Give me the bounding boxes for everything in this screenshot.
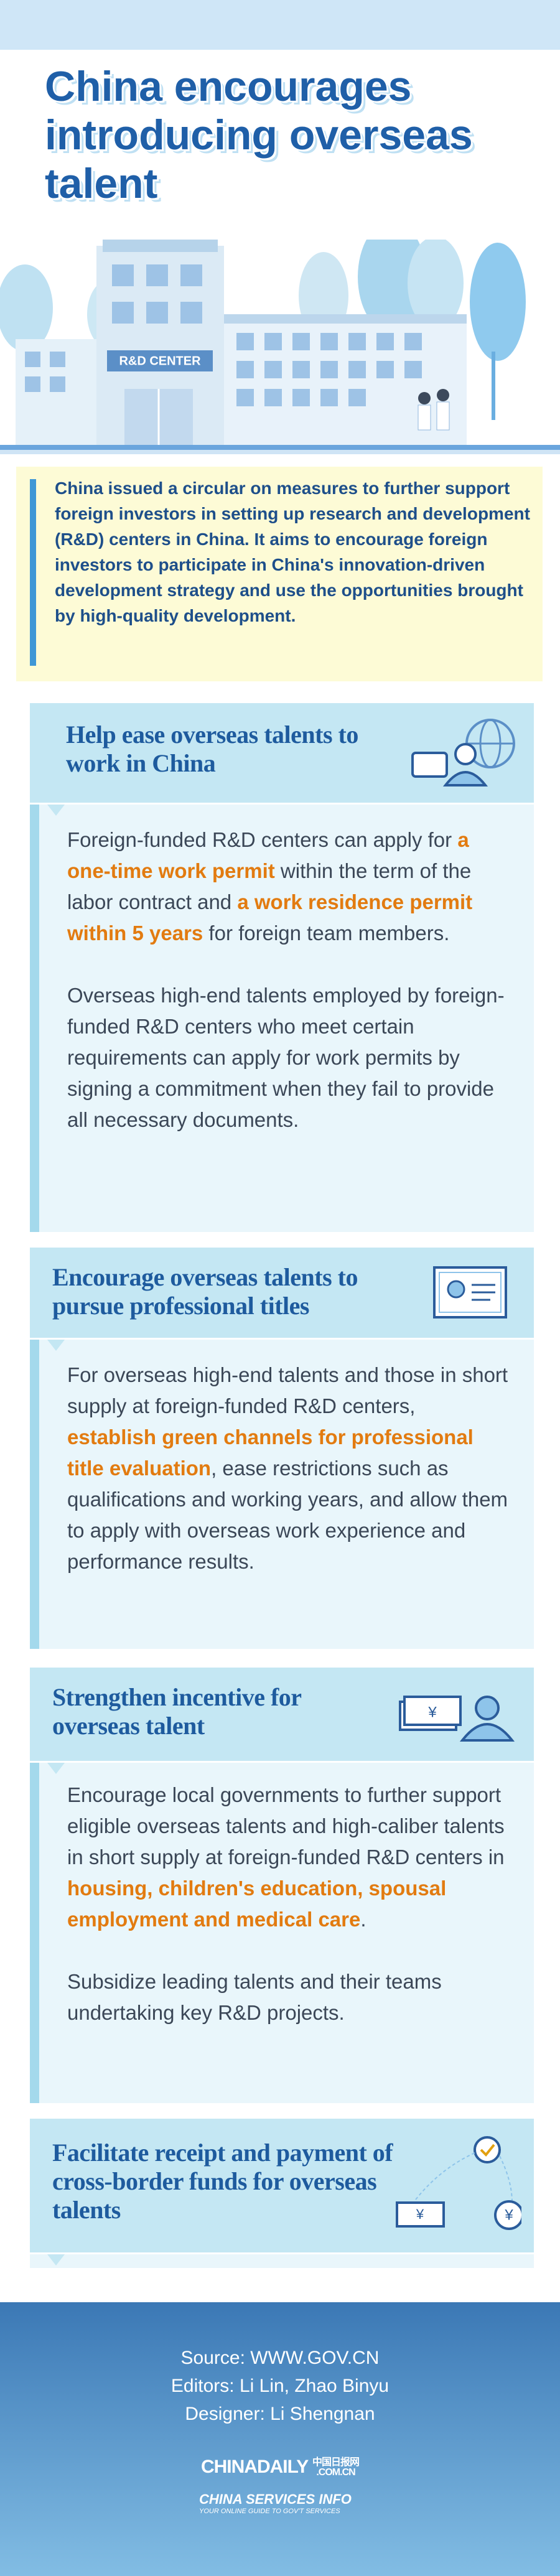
illustration: R&D CENTER bbox=[0, 240, 560, 454]
logo-text: CHINA SERVICES INFO bbox=[199, 2491, 352, 2507]
title: China encourages introducing overseas ta… bbox=[45, 63, 473, 207]
logo-text: CHINADAILY bbox=[200, 2457, 309, 2477]
svg-text:¥: ¥ bbox=[504, 2206, 513, 2223]
text: . bbox=[360, 1908, 366, 1931]
section-body: Encourage local governments to further s… bbox=[67, 1780, 509, 2060]
top-band bbox=[0, 0, 560, 50]
logo: CHINA SERVICES INFO YOUR ONLINE GUIDE TO… bbox=[199, 2492, 361, 2516]
intro-text: China issued a circular on measures to f… bbox=[55, 478, 530, 625]
highlight: housing, children's education, spousal e… bbox=[67, 1877, 447, 1931]
icon: ¥ ¥ bbox=[396, 2136, 521, 2230]
highlight: a one-time work permit bbox=[67, 828, 469, 882]
footer: Source: WWW.GOV.CN Editors: Li Lin, Zhao… bbox=[0, 2302, 560, 2576]
section: Strengthen incentive for overseas talent… bbox=[30, 1668, 534, 2103]
svg-text:¥: ¥ bbox=[416, 2206, 424, 2222]
section: Encourage overseas talents to pursue pro… bbox=[30, 1248, 534, 1649]
section-title: Help ease overseas talents to work in Ch… bbox=[66, 721, 358, 777]
icon: ¥ bbox=[399, 1696, 515, 1742]
section: Help ease overseas talents to work in Ch… bbox=[30, 703, 534, 1232]
paragraph: Subsidize leading talents and their team… bbox=[67, 1966, 509, 2028]
section-title: Encourage overseas talents to pursue pro… bbox=[52, 1263, 358, 1320]
designer: Designer: Li Shengnan bbox=[185, 2404, 375, 2424]
icon bbox=[433, 1266, 507, 1318]
text: for foreign team members. bbox=[203, 922, 450, 945]
source: Source: WWW.GOV.CN bbox=[180, 2348, 380, 2368]
sign: R&D CENTER bbox=[119, 354, 201, 368]
text: within the term of the labor contract an… bbox=[67, 859, 472, 913]
text: Overseas high-end talents employed by fo… bbox=[67, 984, 505, 1131]
highlight: a work residence permit within 5 years bbox=[67, 890, 473, 945]
logo: CHINADAILY 中国日报网 .COM.CN bbox=[0, 2455, 560, 2480]
highlight: establish green channels for professiona… bbox=[67, 1426, 474, 1480]
text: Encourage local governments to further s… bbox=[67, 1783, 505, 1869]
paragraph: Foreign-funded R&D centers can apply for… bbox=[67, 824, 509, 949]
logo-text: 中国日报网 bbox=[312, 2457, 360, 2468]
text: Subsidize leading talents and their team… bbox=[67, 1970, 442, 2024]
editors: Editors: Li Lin, Zhao Binyu bbox=[170, 2376, 390, 2396]
paragraph: For overseas high-end talents and those … bbox=[67, 1360, 509, 1577]
section-body: For overseas high-end talents and those … bbox=[67, 1360, 509, 1608]
text: , ease restrictions such as qualificatio… bbox=[67, 1457, 508, 1573]
intro-box: China issued a circular on measures to f… bbox=[16, 467, 543, 681]
logo-text: .COM.CN bbox=[316, 2467, 355, 2478]
text: Foreign-funded R&D centers can apply for bbox=[67, 828, 458, 851]
icon bbox=[411, 719, 515, 786]
section: Facilitate receipt and payment of cross-… bbox=[30, 2119, 534, 2268]
section-body: Foreign-funded R&D centers can apply for… bbox=[67, 824, 509, 1167]
paragraph: Encourage local governments to further s… bbox=[67, 1780, 509, 1935]
paragraph: Overseas high-end talents employed by fo… bbox=[67, 980, 509, 1136]
svg-text:¥: ¥ bbox=[427, 1704, 437, 1720]
text: For overseas high-end talents and those … bbox=[67, 1363, 508, 1417]
logo-text: YOUR ONLINE GUIDE TO GOV'T SERVICES bbox=[199, 2508, 340, 2515]
section-title: Facilitate receipt and payment of cross-… bbox=[52, 2139, 393, 2224]
section-title: Strengthen incentive for overseas talent bbox=[52, 1683, 301, 1740]
